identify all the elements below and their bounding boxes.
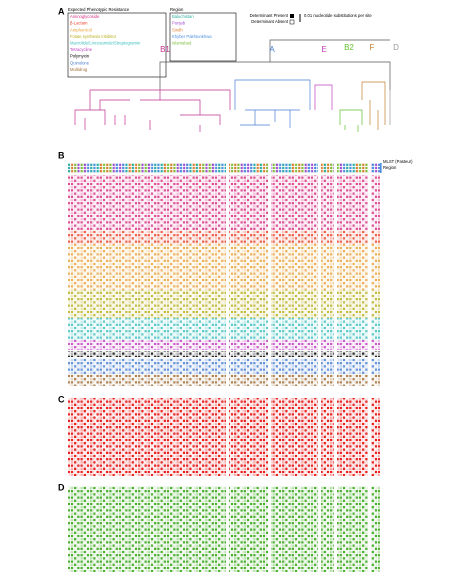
legend-label: Amphenicol [70,27,92,32]
absent-swatch [289,19,295,25]
grid-overlay [68,163,380,386]
clade-label: B1 [160,45,170,54]
gap [334,163,337,386]
panel-label: D [58,482,65,492]
clade-label: A [269,45,275,54]
legend-title: Expected Phenotypic Resistance [68,7,130,12]
legend-box [169,12,237,62]
legend-box [67,12,167,78]
row-header: MLST (Pasteur) [383,159,413,164]
legend-label: Folate synthesis inhibitor [70,34,117,39]
scale-label: 0.01 nucleotide substitutions per site [304,13,372,18]
legend-label: Quinolone [70,60,90,65]
legend-label: Punjab [172,21,186,26]
gap [268,398,271,476]
clade-label: B2 [344,43,354,52]
gap [268,163,271,386]
gap [318,398,321,476]
legend-label: Aminoglycoside [70,14,100,19]
legend-label: Determinant Present [250,13,289,18]
present-swatch [290,14,294,18]
grid-overlay [68,398,380,476]
legend-label: β-Lactam [70,21,88,26]
panel-label: C [58,394,65,404]
clade-label: F [370,43,375,52]
gap [226,486,229,572]
legend-label: Baluchistan [172,14,194,19]
gap [226,163,229,386]
heatmap [68,163,382,572]
gap [368,398,371,476]
gap [318,486,321,572]
legend-label: Islamabad [172,41,192,46]
legend-title: Region [170,7,184,12]
legend-label: Determinant Absent [251,19,289,24]
legend-label: Tetracycline [70,47,93,52]
gap [368,486,371,572]
gap [368,163,371,386]
legend-label: Khyber Pakhtunkhwa [172,34,212,39]
gap [334,486,337,572]
gap [318,163,321,386]
grid-overlay [68,486,380,572]
gap [334,398,337,476]
row-header: Region [383,165,397,170]
legend-label: Multidrug [70,67,88,72]
panel-label: A [58,6,65,16]
panel-label: B [58,150,65,160]
legend-label: Polymyxin [70,54,90,59]
clade-label: D [393,43,399,52]
tree [74,39,391,132]
clade-label: E [321,45,326,54]
legend-label: Macrolide/Lincosamide/Streptogramin [70,41,141,46]
gap [226,398,229,476]
legend-label: Sindh [172,27,183,32]
gap [268,486,271,572]
